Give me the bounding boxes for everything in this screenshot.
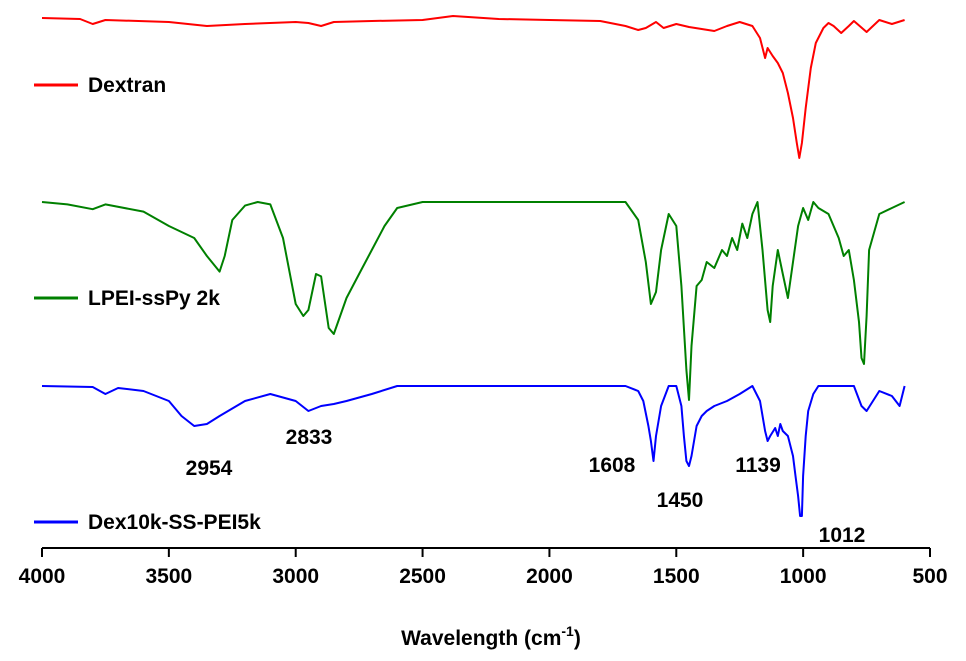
legend-label: LPEI-ssPy 2k <box>88 287 220 310</box>
x-tick-label: 1000 <box>780 565 827 588</box>
x-tick-label: 1500 <box>653 565 700 588</box>
x-axis-title-suffix: ) <box>574 627 581 650</box>
series-line-dex10k-ss-pei5k <box>41 385 906 517</box>
peak-label: 1012 <box>819 524 866 547</box>
spectra-traces <box>41 15 906 517</box>
x-tick-label: 4000 <box>19 565 66 588</box>
peak-label: 1450 <box>657 489 704 512</box>
legend-label: Dex10k-SS-PEI5k <box>88 511 261 534</box>
x-axis-title-main: Wavelength (cm <box>401 627 561 650</box>
peak-label: 1608 <box>589 454 636 477</box>
x-tick-label: 2500 <box>399 565 446 588</box>
x-axis-title: Wavelength (cm-1) <box>401 623 581 650</box>
peak-label: 1139 <box>735 454 781 477</box>
peak-label: 2833 <box>286 426 333 449</box>
peak-annotations: 2954 2833 1608 1450 1139 1012 <box>186 426 866 547</box>
series-line-lpei-sspy-2k <box>41 201 906 401</box>
series-line-dextran <box>41 15 905 159</box>
x-axis: 4000 3500 3000 2500 2000 1500 1000 500 <box>19 547 948 588</box>
x-axis-title-superscript: -1 <box>561 623 574 639</box>
peak-label: 2954 <box>186 457 233 480</box>
x-tick-label: 3500 <box>145 565 192 588</box>
x-tick-label: 2000 <box>526 565 573 588</box>
legend: Dextran LPEI-ssPy 2k Dex10k-SS-PEI5k <box>34 74 261 534</box>
legend-label: Dextran <box>88 74 166 97</box>
x-tick-label: 3000 <box>272 565 319 588</box>
x-tick-label: 500 <box>912 565 947 588</box>
